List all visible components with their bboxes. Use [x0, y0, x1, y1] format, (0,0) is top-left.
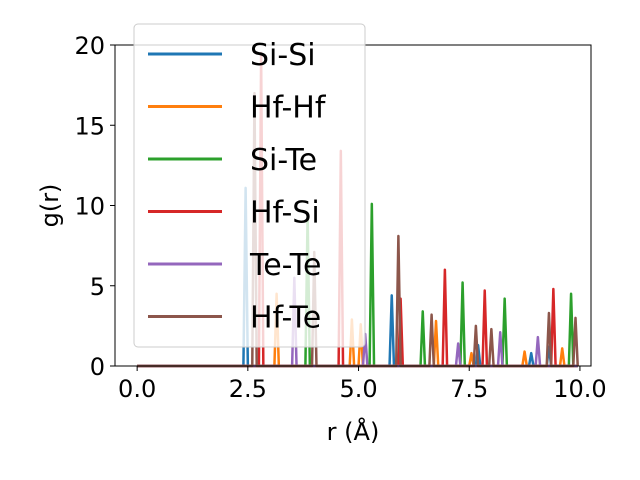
x-axis-label: r (Å)	[327, 417, 380, 446]
legend-label-si-te: Si-Te	[250, 143, 317, 178]
legend-label-si-si: Si-Si	[250, 38, 316, 73]
y-axis-label: g(r)	[36, 184, 64, 228]
y-tick-label: 0	[90, 353, 105, 381]
y-tick-label: 20	[74, 32, 105, 60]
y-tick-label: 5	[90, 273, 105, 301]
legend-label-hf-si: Hf-Si	[250, 196, 320, 231]
x-axis: 0.0 2.5 5.0 7.5 10.0	[118, 366, 607, 403]
legend-label-te-te: Te-Te	[249, 248, 321, 283]
y-tick-label: 15	[74, 112, 105, 140]
x-tick-label: 0.0	[118, 375, 156, 403]
x-tick-label: 10.0	[553, 375, 606, 403]
y-tick-label: 10	[74, 193, 105, 221]
legend-label-hf-hf: Hf-Hf	[250, 91, 327, 126]
legend: Si-Si Hf-Hf Si-Te Hf-Si Te-Te Hf-Te	[133, 23, 366, 348]
x-tick-label: 7.5	[450, 375, 488, 403]
legend-label-hf-te: Hf-Te	[250, 301, 321, 336]
legend-box	[133, 23, 366, 348]
y-axis: 0 5 10 15 20	[74, 32, 115, 381]
x-tick-label: 2.5	[229, 375, 267, 403]
x-tick-label: 5.0	[339, 375, 377, 403]
